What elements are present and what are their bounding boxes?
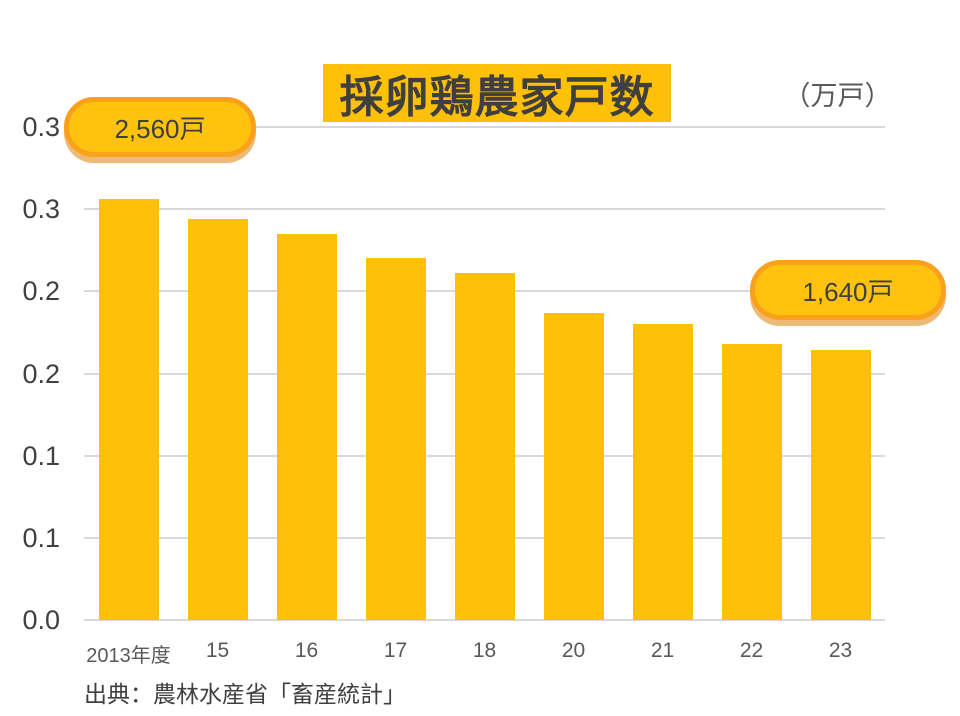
source-citation: 出典：農林水産省「畜産統計」 (84, 681, 406, 707)
bar-2013年度 (98, 199, 159, 620)
bar-16 (276, 233, 337, 620)
axis-unit-label: （万戸） (783, 81, 892, 111)
x-axis-tick-label: 16 (294, 639, 319, 662)
x-axis-tick-label: 15 (205, 639, 230, 662)
x-axis-tick-label: 21 (650, 639, 675, 662)
x-axis-tick-label: 20 (561, 639, 586, 662)
y-axis-tick-label: 0.3 (22, 194, 60, 225)
x-axis-tick-label: 22 (739, 639, 764, 662)
bar-18 (454, 273, 515, 620)
bar-21 (632, 324, 693, 620)
y-axis-tick-label: 0.2 (22, 358, 60, 389)
x-axis-tick-label: 17 (383, 639, 408, 662)
bar-23 (810, 350, 871, 620)
gridline (84, 619, 885, 621)
y-axis-tick-label: 0.3 (22, 112, 60, 142)
x-axis-tick-label: 18 (472, 639, 497, 662)
callout-first-value-text: 2,560戸 (114, 113, 206, 144)
bar-17 (365, 258, 426, 620)
bar-15 (187, 219, 248, 620)
callout-last-value-text: 1,640戸 (802, 276, 894, 307)
chart-title: 採卵鶏農家戸数 (323, 64, 671, 122)
y-axis-tick-label: 0.2 (22, 276, 60, 307)
bar-22 (721, 343, 782, 620)
callout-first-value: 2,560戸 (64, 97, 256, 157)
x-axis-tick-label: 2013年度 (86, 645, 171, 667)
callout-last-value: 1,640戸 (750, 260, 946, 320)
bar-20 (543, 312, 604, 620)
gridline (84, 126, 885, 128)
y-axis-tick-label: 0.1 (22, 440, 60, 471)
x-axis-tick-label: 23 (828, 639, 853, 662)
y-axis-tick-label: 0.1 (22, 522, 60, 553)
gridline (84, 208, 885, 211)
y-axis-tick-label: 0.0 (22, 605, 60, 635)
